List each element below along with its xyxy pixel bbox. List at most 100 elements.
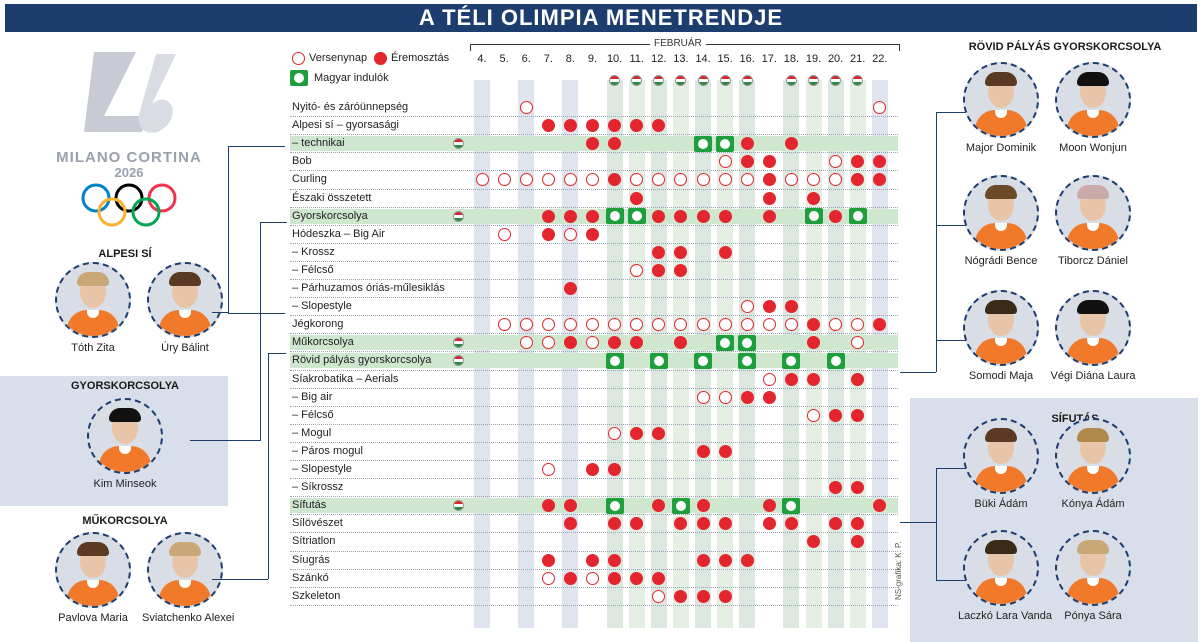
hungarian-flag-icon xyxy=(631,75,643,86)
day-label: 7. xyxy=(543,53,553,65)
medal-event-marker xyxy=(586,119,599,133)
medal-event-marker xyxy=(674,589,688,603)
hungarian-flag-icon xyxy=(453,210,464,222)
row-divider xyxy=(290,423,898,425)
athlete-photo xyxy=(1055,290,1131,366)
day-label: 13. xyxy=(673,53,689,65)
competition-day-marker xyxy=(541,463,555,476)
competition-day-marker xyxy=(873,101,887,114)
hungarian-flag-icon xyxy=(453,500,464,512)
hungarian-flag-icon xyxy=(719,75,731,86)
medal-event-marker xyxy=(851,535,865,549)
medal-event-marker xyxy=(851,155,865,169)
competition-day-marker xyxy=(718,155,732,169)
competition-day-marker xyxy=(563,173,577,187)
competition-day-marker xyxy=(696,318,710,332)
event-label: Hódeszka – Big Air xyxy=(292,227,385,240)
athlete-card: Kim Minseok xyxy=(82,398,168,491)
medal-event-marker xyxy=(829,481,843,495)
competition-day-marker xyxy=(652,173,666,187)
medal-event-marker xyxy=(718,517,732,531)
row-divider xyxy=(290,152,898,154)
athlete-photo xyxy=(1055,530,1131,606)
athlete-photo xyxy=(147,532,223,608)
day-label: 10. xyxy=(606,53,623,65)
connector-short-track-top xyxy=(936,112,966,113)
credit-text: NS-grafika: K. P. xyxy=(894,541,903,600)
row-divider xyxy=(290,586,898,588)
medal-event-marker xyxy=(652,119,666,133)
competition-day-marker xyxy=(586,318,599,332)
day-label: 21. xyxy=(850,53,866,65)
medal-event-marker xyxy=(608,173,622,187)
medal-event-marker xyxy=(563,517,577,531)
competition-day-marker xyxy=(541,336,555,350)
competition-day-marker xyxy=(652,318,666,332)
medal-event-marker xyxy=(674,517,688,531)
medal-event-marker xyxy=(652,499,666,513)
athlete-collar xyxy=(995,110,1007,118)
athlete-photo xyxy=(147,262,223,338)
athlete-card: Kónya Ádám xyxy=(1050,418,1136,511)
athlete-hair xyxy=(77,272,109,286)
row-divider xyxy=(290,242,898,244)
athlete-hair xyxy=(1077,540,1109,554)
hungarian-flag-icon xyxy=(741,75,753,86)
athlete-card: Major Dominik xyxy=(958,62,1044,155)
athlete-collar xyxy=(995,223,1007,231)
medal-event-marker xyxy=(563,209,577,223)
competition-day-marker xyxy=(475,173,489,187)
medal-event-marker xyxy=(608,571,622,585)
medal-event-marker xyxy=(696,209,710,223)
competition-day-marker xyxy=(740,300,754,314)
medal-event-marker xyxy=(586,227,599,241)
competition-day-marker xyxy=(586,571,599,585)
row-divider xyxy=(290,315,898,317)
competition-day-marker xyxy=(851,336,865,350)
medal-event-marker xyxy=(829,408,843,422)
connector-figure-bottom xyxy=(212,579,268,580)
athlete-card: Nógrádi Bence xyxy=(958,175,1044,268)
medal-event-marker xyxy=(851,372,865,386)
competition-day-marker xyxy=(696,173,710,187)
competition-day-marker xyxy=(519,336,533,350)
olympic-logo: MILANO CORTINA 2026 xyxy=(44,44,214,234)
medal-event-marker xyxy=(608,119,622,133)
athlete-collar xyxy=(1087,110,1099,118)
hungarian-flag-icon xyxy=(808,75,819,86)
athlete-collar xyxy=(995,578,1007,586)
row-divider xyxy=(290,188,898,190)
medal-event-marker xyxy=(762,191,776,205)
logo-line1: MILANO CORTINA xyxy=(56,149,202,166)
medal-event-marker xyxy=(873,318,887,332)
connector-cc-bot xyxy=(936,580,966,581)
hungarian-medal-marker xyxy=(826,352,845,369)
event-label: – Párhuzamos óriás-műlesiklás xyxy=(292,282,445,294)
medal-event-marker xyxy=(608,463,622,476)
medal-event-marker xyxy=(563,282,577,295)
athlete-card: Pavlova Maria xyxy=(50,532,136,625)
medal-event-marker xyxy=(784,372,798,386)
hungarian-flag-icon xyxy=(852,75,864,86)
connector-figure-v xyxy=(268,353,269,579)
event-label: Északi összetett xyxy=(292,191,372,204)
hungarian-medal-marker xyxy=(738,334,757,351)
competition-day-marker xyxy=(519,101,533,114)
medal-event-marker xyxy=(563,499,577,513)
competition-day-marker xyxy=(674,318,688,332)
day-label: 6. xyxy=(521,53,531,65)
row-divider xyxy=(290,532,898,534)
hungarian-flag-icon xyxy=(609,75,621,86)
competition-day-marker xyxy=(563,227,577,241)
legend-competition-icon xyxy=(292,52,305,65)
medal-event-marker xyxy=(807,336,820,350)
row-divider xyxy=(290,260,898,262)
logo-line2: 2026 xyxy=(114,165,144,180)
medal-event-marker xyxy=(696,553,710,567)
event-label: Jégkorong xyxy=(292,318,344,331)
hungarian-row-highlight xyxy=(290,498,898,514)
medal-event-marker xyxy=(807,535,820,549)
event-label: Rövid pályás gyorskorcsolya xyxy=(292,354,432,367)
medal-event-marker xyxy=(762,517,776,531)
day-label: 17. xyxy=(761,53,777,65)
